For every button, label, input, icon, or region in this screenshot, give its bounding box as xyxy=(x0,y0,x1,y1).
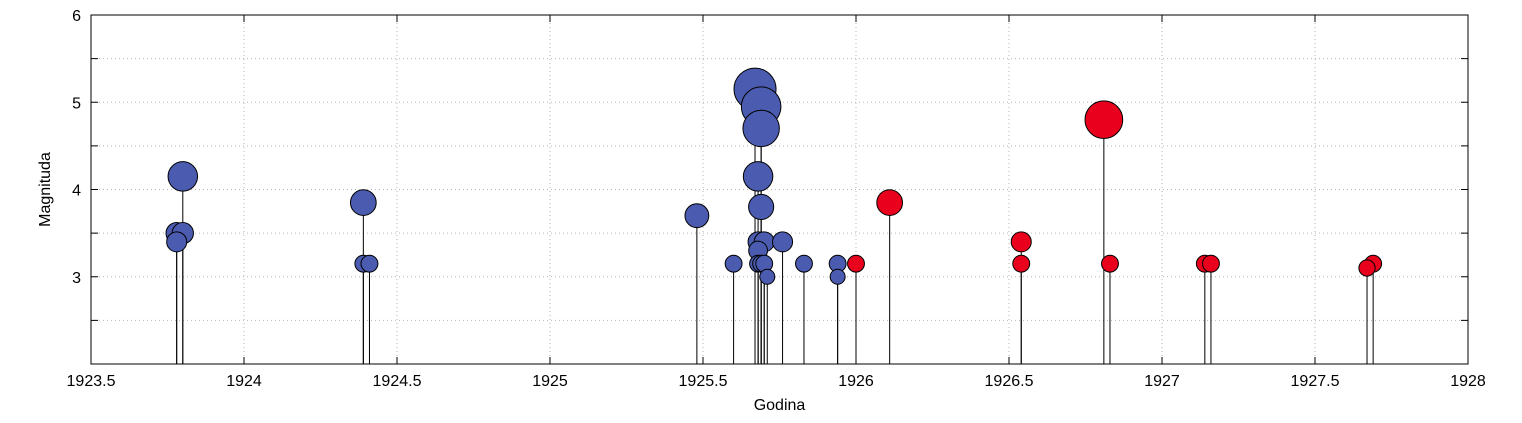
data-point xyxy=(360,254,379,273)
tick-labels: 1923.5 1924 1924.5 1925 1925.5 1926 1926.5 1927… xyxy=(67,8,1486,390)
points xyxy=(165,67,1383,285)
y-tick-label: 5 xyxy=(72,95,81,112)
data-point xyxy=(759,268,776,285)
x-axis-label: Godina xyxy=(754,397,806,414)
x-tick-label: 1928 xyxy=(1450,373,1486,390)
data-point xyxy=(166,231,188,253)
data-point xyxy=(684,203,710,229)
x-tick-label: 1924.5 xyxy=(373,373,422,390)
y-tick-label: 6 xyxy=(72,8,81,25)
data-point xyxy=(1358,259,1376,277)
x-tick-label: 1923.5 xyxy=(67,373,116,390)
x-tick-label: 1927.5 xyxy=(1291,373,1340,390)
data-point xyxy=(1101,254,1119,273)
data-point xyxy=(1012,254,1031,273)
x-tick-label: 1926.5 xyxy=(985,373,1034,390)
y-tick-label: 4 xyxy=(72,183,81,200)
data-point xyxy=(748,193,775,220)
x-tick-label: 1924 xyxy=(226,373,262,390)
x-tick-label: 1926 xyxy=(838,373,874,390)
data-point xyxy=(876,189,904,216)
x-tick-label: 1925.5 xyxy=(679,373,728,390)
data-point xyxy=(742,161,774,192)
data-point xyxy=(829,268,846,285)
x-tick-label: 1925 xyxy=(532,373,568,390)
data-point xyxy=(795,254,813,273)
data-point xyxy=(349,189,377,216)
data-point xyxy=(167,161,199,192)
grid xyxy=(90,15,1469,364)
y-tick-label: 3 xyxy=(72,270,81,287)
data-point xyxy=(1202,254,1220,273)
data-point xyxy=(742,109,780,148)
data-point xyxy=(847,254,865,273)
data-point xyxy=(1084,100,1124,140)
data-point xyxy=(1010,231,1032,253)
x-tick-label: 1927 xyxy=(1144,373,1180,390)
data-point xyxy=(724,254,743,273)
data-point xyxy=(772,231,794,253)
y-axis-label: Magnituda xyxy=(37,152,54,227)
axes xyxy=(90,14,1469,365)
